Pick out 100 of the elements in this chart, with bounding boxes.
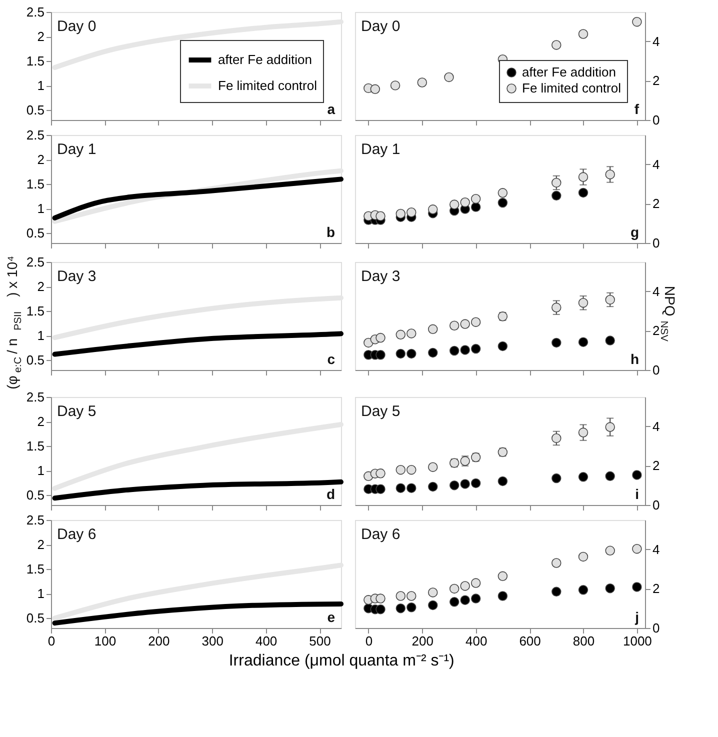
x-axis-title: Irradiance (μmol quanta m⁻² s⁻¹) — [228, 652, 454, 670]
point — [460, 581, 470, 591]
point — [428, 324, 438, 334]
point — [428, 462, 438, 472]
y-tick-label: 2 — [37, 29, 44, 44]
point — [376, 211, 386, 221]
x-tick-label: 0 — [365, 634, 373, 648]
point — [428, 588, 438, 598]
annotation: Day 5 — [57, 403, 96, 420]
y-tick-label: 4 — [652, 284, 660, 299]
annotation: j — [634, 609, 639, 625]
point — [460, 345, 470, 355]
annotation: Day 5 — [361, 403, 400, 420]
point — [470, 317, 481, 327]
point — [370, 84, 380, 94]
point — [605, 170, 615, 180]
y-tick-label: 1 — [37, 201, 44, 216]
point — [578, 428, 588, 438]
x-tick-label: 400 — [255, 634, 278, 648]
point — [396, 483, 406, 493]
point — [498, 341, 508, 352]
text: (φe:C / nPSII) x 10⁴ — [4, 256, 24, 390]
x-tick-label: 100 — [94, 634, 116, 648]
point — [605, 422, 615, 432]
x-tick-label: 300 — [202, 634, 224, 648]
y-tick-label: 0 — [652, 620, 660, 636]
annotation: c — [327, 351, 336, 367]
y-tick-label: 0 — [652, 362, 660, 378]
point — [605, 471, 615, 481]
x-tick-label: 400 — [465, 634, 488, 648]
point — [470, 478, 481, 488]
point — [396, 591, 406, 601]
y-tick-label: 2.5 — [26, 128, 44, 142]
point — [578, 188, 588, 198]
legend-label: Fe limited control — [522, 80, 622, 96]
point — [470, 594, 481, 604]
point — [552, 302, 562, 312]
point — [376, 332, 386, 343]
point — [605, 294, 615, 305]
point — [376, 484, 386, 494]
point — [376, 604, 386, 614]
point — [396, 464, 406, 475]
y-tick-label: 2 — [37, 279, 44, 294]
point — [460, 479, 470, 489]
annotation: Day 6 — [57, 526, 96, 543]
point — [449, 200, 460, 210]
point — [428, 482, 438, 492]
y-tick-label: 1 — [37, 586, 44, 602]
point — [376, 594, 386, 604]
x-tick-label: 1000 — [622, 634, 652, 648]
y-tick-label: 0.5 — [26, 488, 44, 503]
point — [444, 72, 454, 82]
x-tick-label: 800 — [572, 634, 595, 648]
annotation: h — [630, 351, 639, 367]
point — [632, 470, 642, 480]
point — [578, 172, 588, 182]
y-axis-title: NPQNSV — [658, 286, 678, 342]
point — [632, 544, 642, 554]
point — [406, 328, 416, 338]
y-tick-label: 2 — [652, 196, 660, 212]
point — [552, 473, 562, 484]
point — [578, 298, 588, 308]
x-tick-label: 600 — [519, 634, 541, 648]
y-tick-label: 2.5 — [26, 254, 44, 270]
point — [390, 80, 400, 90]
point — [578, 29, 588, 39]
annotation: b — [326, 224, 335, 240]
point — [428, 348, 438, 358]
point — [498, 571, 508, 582]
point — [406, 483, 416, 493]
legend-label: Fe limited control — [218, 78, 318, 93]
annotation: Day 0 — [57, 18, 96, 35]
y-tick-label: 2 — [652, 73, 660, 88]
point — [578, 337, 588, 347]
y-tick-label: 0.5 — [26, 226, 44, 241]
point — [498, 198, 508, 208]
point — [498, 476, 508, 486]
point — [470, 194, 481, 204]
y-tick-label: 1 — [37, 463, 44, 478]
y-tick-label: 0 — [652, 236, 660, 250]
point — [396, 604, 406, 614]
point — [406, 348, 416, 359]
point — [406, 591, 416, 601]
y-tick-label: 2 — [37, 414, 44, 430]
y-tick-label: 0.5 — [26, 352, 44, 368]
point — [396, 208, 406, 219]
annotation: Day 1 — [57, 141, 96, 158]
x-tick-label: 200 — [148, 634, 170, 648]
point — [406, 208, 416, 218]
y-tick-label: 2 — [652, 581, 660, 596]
annotation: i — [635, 486, 639, 502]
y-tick-label: 4 — [652, 542, 660, 557]
point — [578, 472, 588, 482]
point — [406, 602, 416, 612]
point — [376, 468, 386, 478]
point — [406, 464, 416, 475]
annotation: g — [630, 224, 639, 240]
annotation: Day 3 — [57, 268, 96, 285]
point — [605, 336, 615, 346]
annotation: Day 0 — [361, 18, 400, 35]
